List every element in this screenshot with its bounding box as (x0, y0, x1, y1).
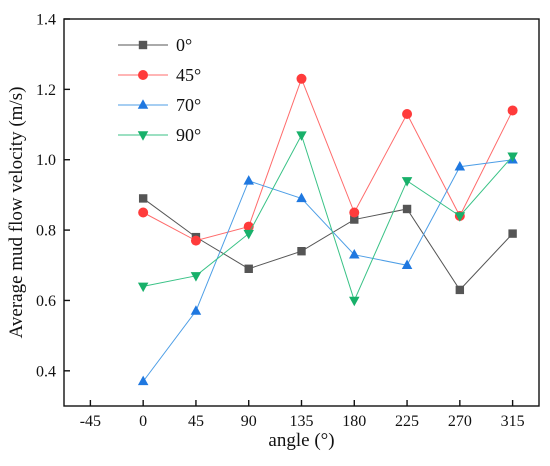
x-tick-label: 180 (342, 413, 366, 430)
y-axis-title: Average mud flow velocity (m/s) (6, 87, 27, 339)
series-line-1 (142, 77, 514, 242)
y-tick-label: 1.4 (36, 12, 56, 29)
legend-label-1: 45° (176, 65, 201, 85)
data-point-2-2 (243, 175, 254, 185)
series-line-0 (142, 198, 513, 291)
data-point-2-6 (454, 161, 466, 171)
data-point-0-0 (138, 194, 148, 203)
data-point-0-3 (297, 247, 306, 256)
data-point-0-7 (508, 229, 517, 238)
series-line-2 (142, 159, 513, 382)
data-point-2-0 (137, 375, 149, 386)
x-tick-label: 270 (448, 413, 472, 430)
data-point-2-1 (190, 305, 202, 315)
data-point-3-1 (190, 272, 202, 282)
y-tick-label: 0.4 (36, 363, 56, 380)
data-point-2-3 (296, 192, 307, 203)
data-point-2-4 (349, 248, 360, 259)
data-point-1-3 (296, 73, 307, 84)
data-point-3-6 (454, 212, 466, 222)
x-tick-label: -45 (80, 413, 101, 430)
legend-marker-0 (138, 40, 148, 50)
data-point-3-7 (507, 152, 518, 162)
x-tick-label: 0 (139, 413, 147, 430)
legend-label-0: 0° (176, 35, 192, 55)
legend-marker-2 (137, 99, 149, 109)
data-point-1-0 (138, 207, 149, 218)
y-tick-label: 0.8 (36, 223, 56, 240)
data-point-3-0 (137, 282, 149, 293)
legend: 0° 45° 70° 90° (118, 35, 201, 145)
y-tick-label: 0.6 (36, 293, 56, 310)
data-point-0-6 (455, 285, 465, 295)
data-point-0-5 (402, 204, 412, 214)
x-axis-title: angle (°) (268, 430, 334, 451)
data-point-0-4 (350, 215, 359, 224)
legend-marker-1 (138, 70, 148, 80)
y-tick-label: 1.2 (36, 82, 56, 99)
data-point-1-4 (349, 207, 360, 218)
data-point-1-5 (402, 108, 413, 119)
x-tick-label: 90 (241, 413, 257, 430)
legend-label-3: 90° (176, 125, 201, 145)
x-tick-label: 135 (290, 413, 314, 430)
series-line-3 (143, 133, 513, 302)
data-point-3-4 (349, 296, 360, 307)
data-point-3-3 (296, 131, 307, 141)
data-point-3-2 (243, 229, 254, 240)
data-point-3-5 (401, 177, 413, 187)
data-point-2-5 (401, 259, 413, 270)
data-point-1-7 (507, 105, 518, 116)
data-point-1-1 (190, 235, 201, 246)
y-tick-label: 1.0 (36, 152, 56, 169)
x-tick-label: 45 (188, 413, 204, 430)
plot-layer (137, 73, 518, 386)
x-tick-label: 225 (395, 413, 419, 430)
legend-label-2: 70° (176, 95, 201, 115)
x-tick-label: 315 (501, 413, 525, 430)
legend-marker-3 (137, 131, 149, 141)
axis-layer: 0.4 0.6 0.8 1.0 1.2 1.4 -45 0 45 90 135 180 225 270 31… (36, 12, 540, 430)
data-point-0-2 (244, 264, 253, 273)
